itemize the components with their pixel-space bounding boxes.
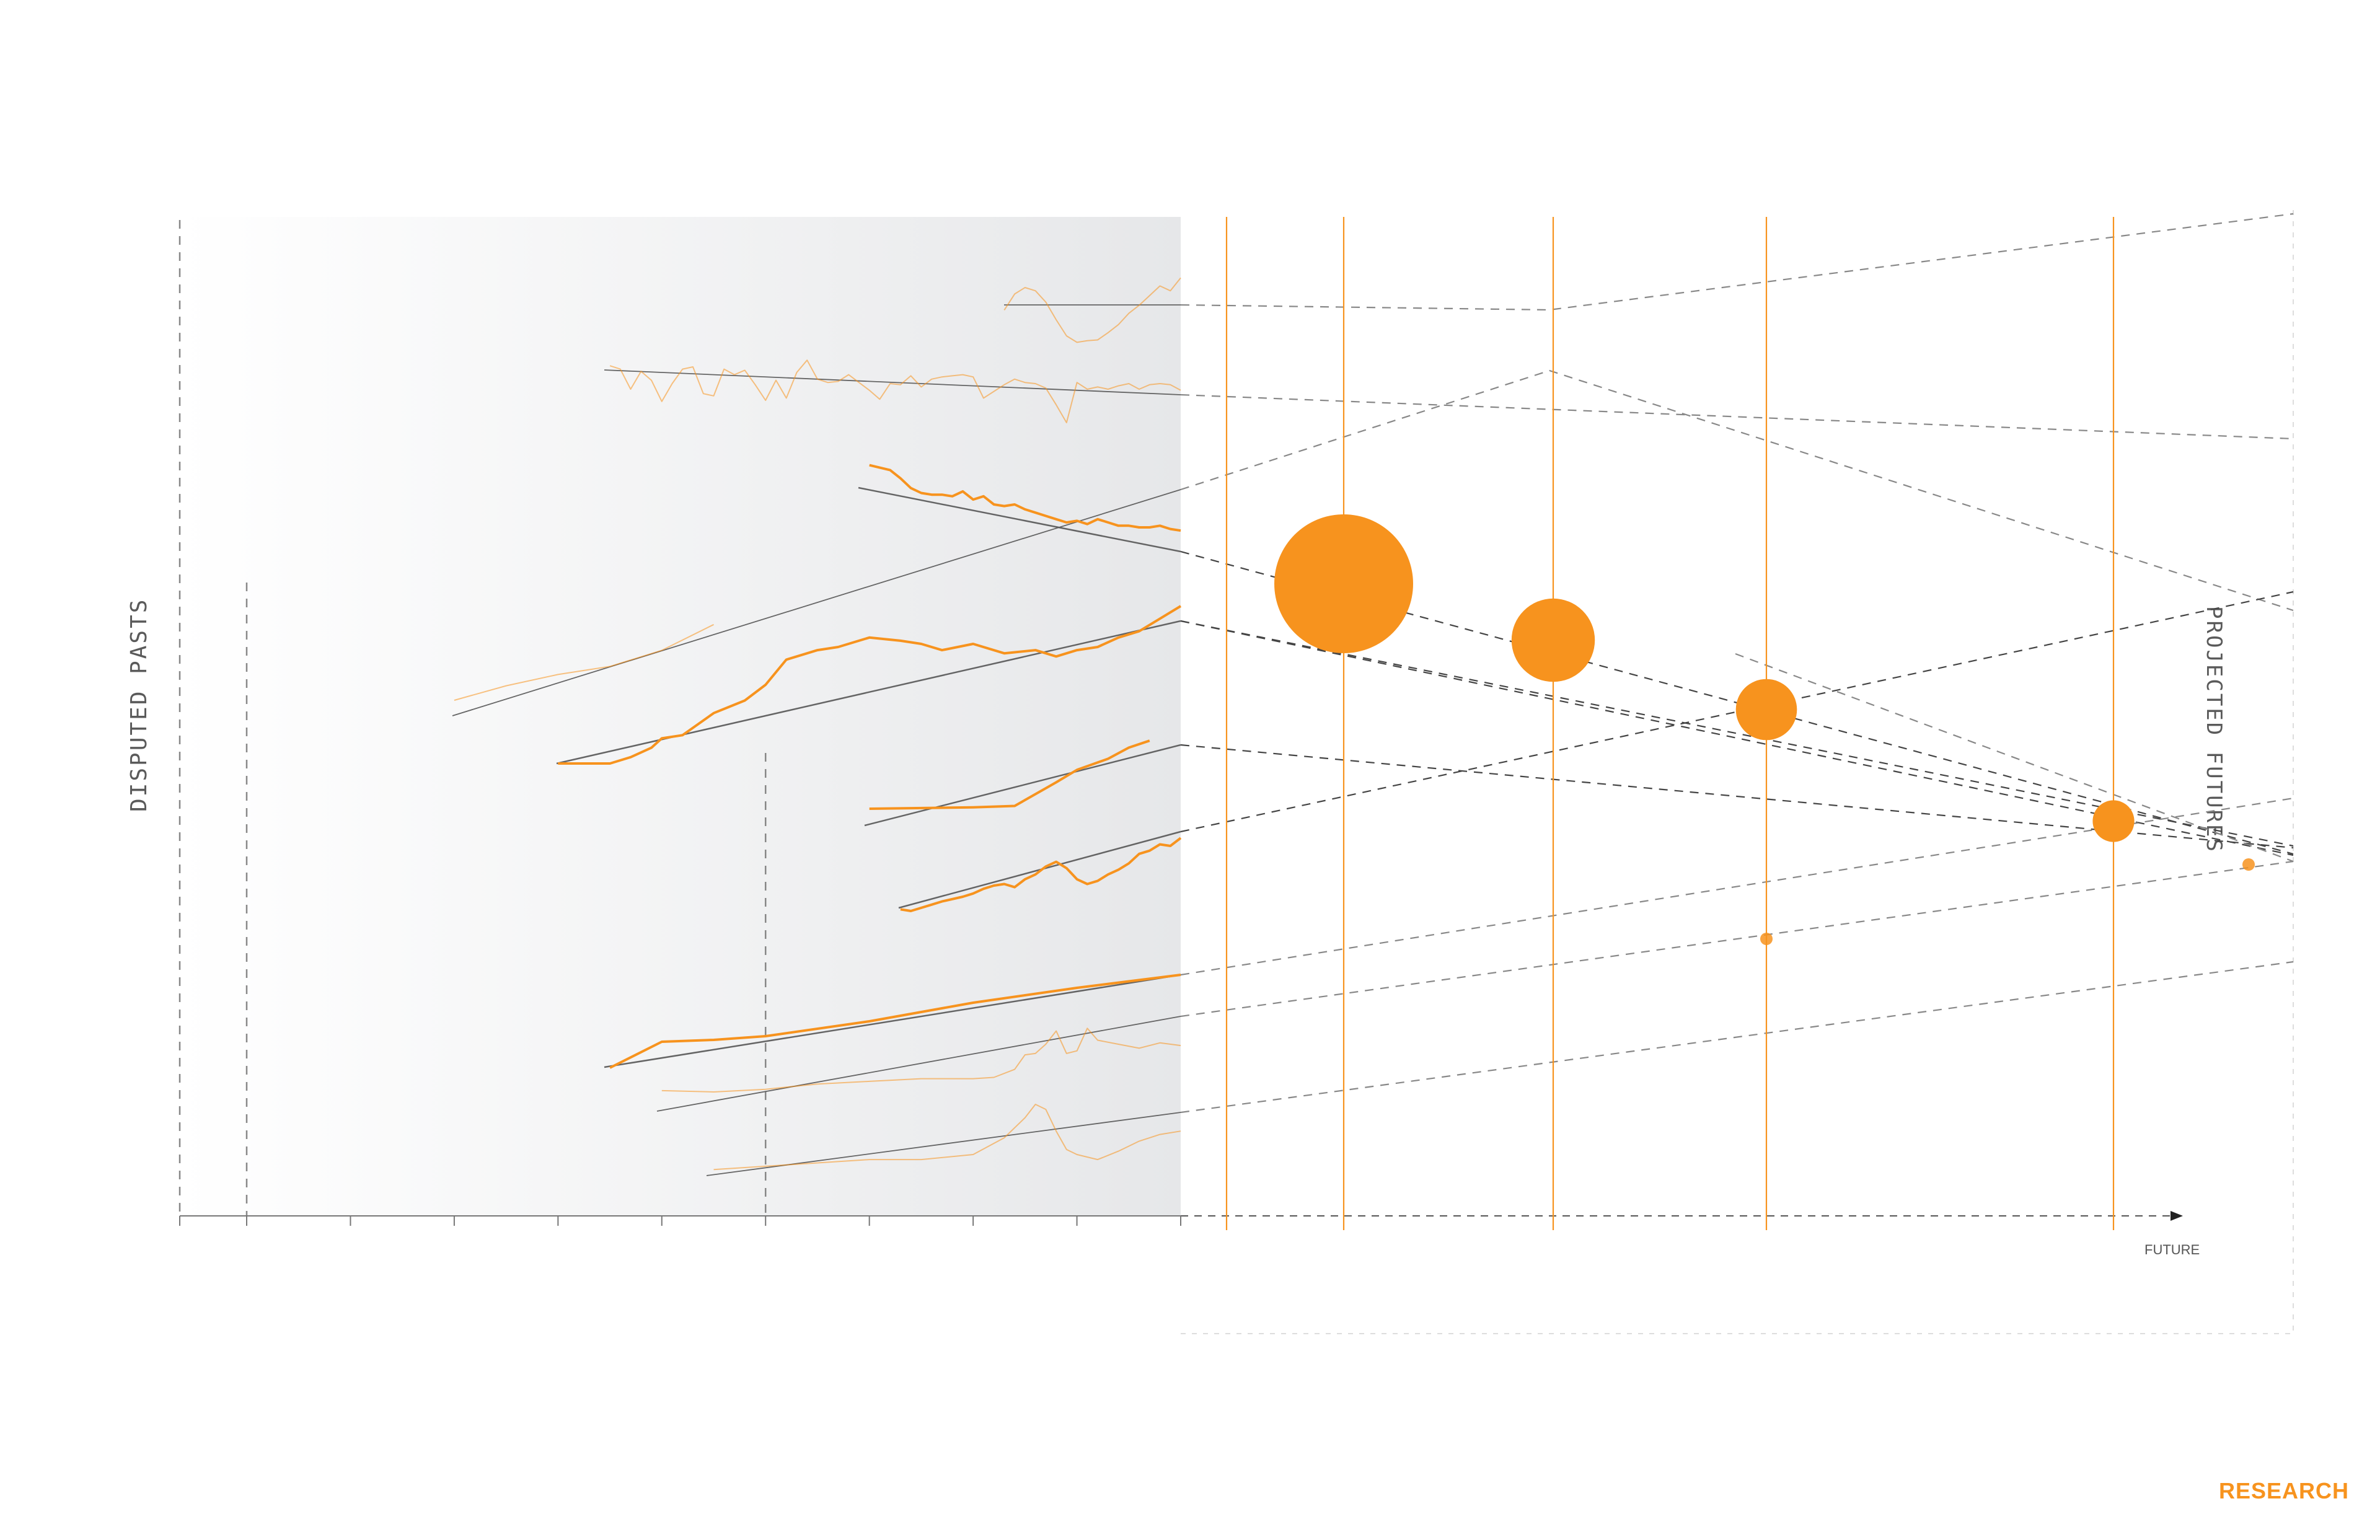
series-line-construction-amount <box>900 837 1182 912</box>
series-line-construction-spending <box>1003 277 1181 343</box>
past-event-markers <box>178 220 767 1216</box>
projection-line <box>1180 961 2294 1114</box>
trend-line-deconstruction-cost <box>452 489 1181 716</box>
trend-line-concrete-price <box>656 1016 1181 1112</box>
series-line-gdp-growth <box>609 359 1181 423</box>
future-region-frame <box>1181 208 2294 1334</box>
trend-line-gdp-growth <box>604 369 1181 395</box>
projection-line <box>1180 394 2294 440</box>
series-line-candd-waste <box>869 739 1150 810</box>
past-background-band <box>180 217 1181 1216</box>
section-label: RESEARCH <box>2218 1478 2349 1503</box>
trend-line-robot-cost <box>858 486 1181 553</box>
milestone-circle-robotics-replace-labor-in-construction <box>1274 514 1413 653</box>
series-line-labor-cost <box>558 605 1182 765</box>
projection-line <box>1180 369 2294 612</box>
future-milestones <box>1225 217 2255 1230</box>
milestone-circle-exploration-of-new-material-possibilities <box>1735 679 1797 741</box>
projection-line <box>1180 213 2294 311</box>
series-line-population-density <box>609 974 1181 1069</box>
trend-line-candd-waste <box>864 744 1181 827</box>
series-line-robot-cost <box>869 464 1181 532</box>
side-title-left: DISPUTED PASTS <box>126 598 152 812</box>
dashed-projections <box>1180 213 2294 1114</box>
trend-line-population-density <box>604 974 1181 1068</box>
x-axis: FUTURE <box>179 1211 2200 1257</box>
milestone-circle-rapid-manufacturing-w-use-of-robotics <box>2092 800 2135 842</box>
small-marker <box>1760 933 1773 945</box>
series-line-land-values <box>713 1104 1181 1171</box>
series-line-deconstruction-cost <box>454 623 714 701</box>
series-line-concrete-price <box>661 1027 1181 1093</box>
projection-line <box>1735 653 2294 863</box>
projection-line <box>1180 860 2294 1018</box>
side-title-right: PROJECTED FUTURES <box>2202 606 2226 853</box>
projection-line <box>1180 591 2294 833</box>
projection-line <box>1180 797 2294 976</box>
future-axis-label: FUTURE <box>2144 1242 2200 1257</box>
small-marker <box>2242 858 2255 871</box>
data-series <box>454 277 1182 1171</box>
milestone-circle-automation-algorithms-to-reuse-candd-waste-developed <box>1511 598 1595 682</box>
